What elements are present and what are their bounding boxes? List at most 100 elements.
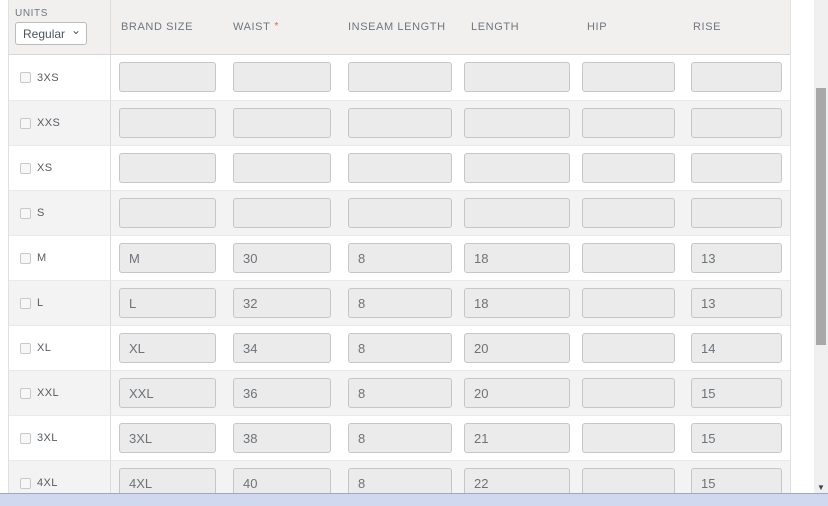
length-input[interactable] xyxy=(464,198,570,228)
waist-input[interactable] xyxy=(233,108,331,138)
size-cell[interactable]: 3XS xyxy=(9,55,111,100)
rise-input[interactable] xyxy=(691,62,782,92)
table-row: S xyxy=(9,190,790,235)
inseam-length-input[interactable] xyxy=(348,198,452,228)
waist-input[interactable] xyxy=(233,288,331,318)
vertical-scrollbar-track[interactable]: ▼ xyxy=(814,0,828,506)
column-header-inseam-length: INSEAM LENGTH xyxy=(348,21,446,33)
units-cell: UNITS Regular ⌄ xyxy=(9,0,111,54)
scroll-down-arrow-icon[interactable]: ▼ xyxy=(817,483,825,492)
brand-size-input[interactable] xyxy=(119,108,216,138)
row-size-label: L xyxy=(37,297,44,309)
brand-size-input[interactable] xyxy=(119,198,216,228)
inseam-length-input[interactable] xyxy=(348,378,452,408)
hip-input[interactable] xyxy=(582,198,675,228)
units-select[interactable]: Regular xyxy=(15,22,87,45)
row-checkbox[interactable] xyxy=(20,477,31,489)
row-checkbox[interactable] xyxy=(20,297,31,309)
length-input[interactable] xyxy=(464,423,570,453)
length-input[interactable] xyxy=(464,378,570,408)
brand-size-input[interactable] xyxy=(119,153,216,183)
length-input[interactable] xyxy=(464,333,570,363)
table-row: 3XL xyxy=(9,415,790,460)
length-input[interactable] xyxy=(464,62,570,92)
table-row: 3XS xyxy=(9,55,790,100)
rise-input[interactable] xyxy=(691,243,782,273)
rise-input[interactable] xyxy=(691,333,782,363)
length-input[interactable] xyxy=(464,243,570,273)
table-row: XXS xyxy=(9,100,790,145)
waist-input[interactable] xyxy=(233,198,331,228)
horizontal-scrollbar[interactable] xyxy=(0,493,828,506)
row-size-label: S xyxy=(37,207,45,219)
row-size-label: XL xyxy=(37,342,52,354)
brand-size-input[interactable] xyxy=(119,378,216,408)
column-header-label: RISE xyxy=(693,21,722,33)
size-cell[interactable]: XXS xyxy=(9,101,111,145)
rise-input[interactable] xyxy=(691,423,782,453)
waist-input[interactable] xyxy=(233,378,331,408)
hip-input[interactable] xyxy=(582,62,675,92)
brand-size-input[interactable] xyxy=(119,62,216,92)
column-header-rise: RISE xyxy=(693,21,721,33)
length-input[interactable] xyxy=(464,153,570,183)
size-cell[interactable]: XS xyxy=(9,146,111,190)
inseam-length-input[interactable] xyxy=(348,108,452,138)
size-cell[interactable]: XXL xyxy=(9,371,111,415)
size-cell[interactable]: M xyxy=(9,236,111,280)
row-checkbox[interactable] xyxy=(20,432,31,444)
length-input[interactable] xyxy=(464,108,570,138)
rise-input[interactable] xyxy=(691,378,782,408)
length-input[interactable] xyxy=(464,288,570,318)
row-checkbox[interactable] xyxy=(20,342,31,354)
vertical-scrollbar-thumb[interactable] xyxy=(816,88,826,345)
hip-input[interactable] xyxy=(582,378,675,408)
units-label: UNITS xyxy=(15,8,48,19)
column-header-label: BRAND SIZE xyxy=(121,21,194,33)
table-row: L xyxy=(9,280,790,325)
inseam-length-input[interactable] xyxy=(348,423,452,453)
table-header: UNITS Regular ⌄ BRAND SIZE WAIST * INSEAM… xyxy=(9,0,790,55)
inseam-length-input[interactable] xyxy=(348,62,452,92)
row-checkbox[interactable] xyxy=(20,207,31,219)
waist-input[interactable] xyxy=(233,333,331,363)
row-checkbox[interactable] xyxy=(20,162,31,174)
inseam-length-input[interactable] xyxy=(348,333,452,363)
row-size-label: M xyxy=(37,252,47,264)
rise-input[interactable] xyxy=(691,288,782,318)
row-checkbox[interactable] xyxy=(20,387,31,399)
column-header-label: INSEAM LENGTH xyxy=(348,21,446,33)
hip-input[interactable] xyxy=(582,423,675,453)
hip-input[interactable] xyxy=(582,108,675,138)
row-size-label: XXS xyxy=(37,117,61,129)
size-cell[interactable]: 3XL xyxy=(9,416,111,460)
waist-input[interactable] xyxy=(233,423,331,453)
inseam-length-input[interactable] xyxy=(348,153,452,183)
waist-input[interactable] xyxy=(233,243,331,273)
rise-input[interactable] xyxy=(691,153,782,183)
size-cell[interactable]: XL xyxy=(9,326,111,370)
size-cell[interactable]: 4XL xyxy=(9,461,111,505)
hip-input[interactable] xyxy=(582,243,675,273)
row-checkbox[interactable] xyxy=(20,117,31,129)
brand-size-input[interactable] xyxy=(119,288,216,318)
rise-input[interactable] xyxy=(691,198,782,228)
waist-input[interactable] xyxy=(233,62,331,92)
rise-input[interactable] xyxy=(691,108,782,138)
row-checkbox[interactable] xyxy=(20,72,31,83)
required-asterisk: * xyxy=(274,21,279,32)
inseam-length-input[interactable] xyxy=(348,288,452,318)
brand-size-input[interactable] xyxy=(119,243,216,273)
hip-input[interactable] xyxy=(582,153,675,183)
brand-size-input[interactable] xyxy=(119,333,216,363)
size-cell[interactable]: S xyxy=(9,191,111,235)
waist-input[interactable] xyxy=(233,153,331,183)
row-size-label: XXL xyxy=(37,387,59,399)
size-cell[interactable]: L xyxy=(9,281,111,325)
column-header-label: WAIST xyxy=(233,21,271,33)
hip-input[interactable] xyxy=(582,333,675,363)
hip-input[interactable] xyxy=(582,288,675,318)
inseam-length-input[interactable] xyxy=(348,243,452,273)
brand-size-input[interactable] xyxy=(119,423,216,453)
row-checkbox[interactable] xyxy=(20,252,31,264)
